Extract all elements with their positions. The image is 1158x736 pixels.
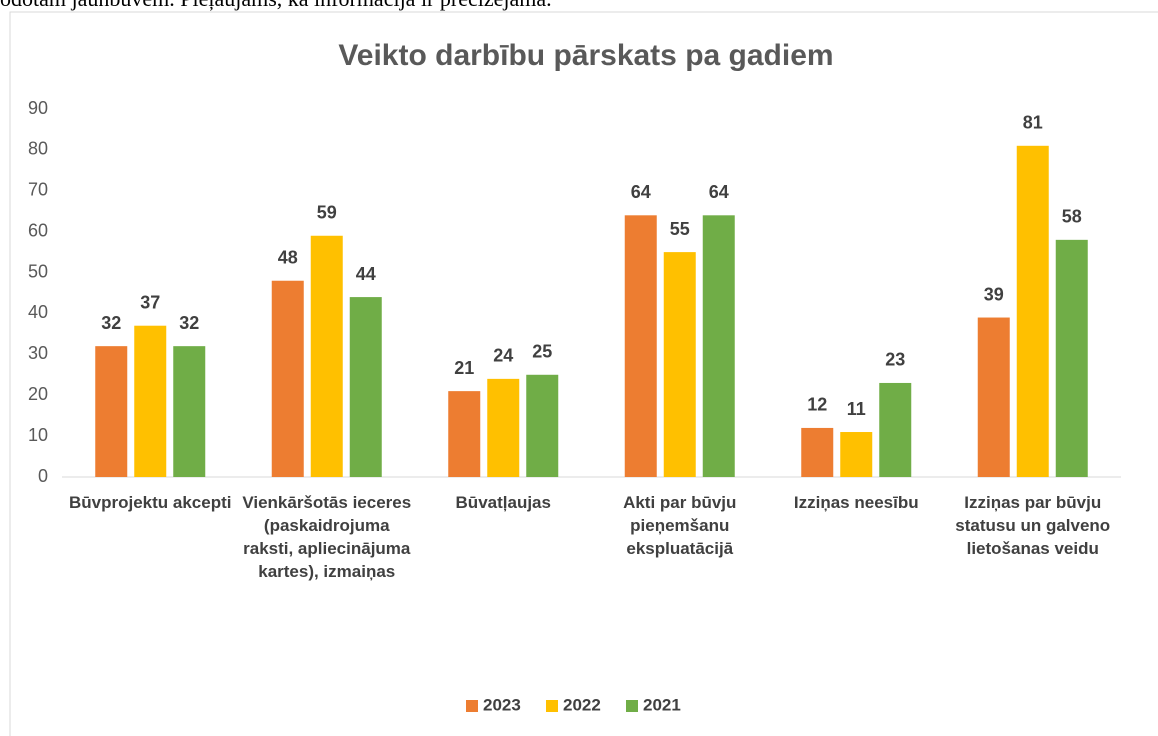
x-tick-label-box: Izziņas neesību (793, 493, 919, 512)
legend-swatch (626, 700, 638, 712)
bar (448, 391, 481, 477)
data-label: 37 (140, 292, 160, 312)
data-label: 23 (885, 350, 905, 370)
data-label: 64 (631, 182, 651, 202)
x-tick-label: Vienkāršotās ieceres (paskaidrojuma raks… (242, 493, 412, 581)
y-tick-label: 90 (28, 98, 48, 118)
bar (134, 325, 167, 477)
data-label: 44 (356, 264, 376, 284)
y-tick-label: 60 (28, 220, 48, 240)
x-tick-label-box: Būvprojektu akcepti (69, 493, 232, 512)
data-label: 32 (101, 313, 121, 333)
data-label: 59 (317, 203, 337, 223)
y-tick-label: 30 (28, 343, 48, 363)
data-label: 12 (807, 395, 827, 415)
bar (663, 252, 696, 477)
y-tick-label: 10 (28, 425, 48, 445)
y-tick-label: 40 (28, 302, 48, 322)
legend-label: 2021 (643, 695, 681, 714)
x-tick-label-box: Akti par būvju pieņemšanu ekspluatācijā (623, 493, 737, 558)
data-label: 24 (493, 346, 513, 366)
bar (95, 346, 128, 477)
legend-swatch (466, 700, 478, 712)
bar (173, 346, 206, 477)
y-tick-label: 0 (38, 466, 48, 486)
data-label: 48 (278, 247, 298, 267)
y-tick-label: 20 (28, 384, 48, 404)
bar (624, 215, 657, 478)
bar (977, 317, 1010, 477)
data-label: 81 (1023, 113, 1043, 133)
legend-swatch (546, 700, 558, 712)
x-tick-label: Būvatļaujas (455, 493, 551, 512)
bar (1016, 145, 1049, 478)
bar (879, 382, 912, 477)
data-label: 11 (847, 399, 866, 419)
data-label: 39 (984, 284, 1004, 304)
x-tick-label-box: Būvatļaujas (455, 493, 551, 512)
x-tick-label-box: Izziņas par būvju statusu un galveno lie… (955, 493, 1111, 558)
y-tick-label: 80 (28, 139, 48, 159)
legend-label: 2022 (563, 695, 601, 714)
data-label: 25 (532, 342, 552, 362)
data-label: 64 (709, 182, 729, 202)
bar (526, 374, 559, 477)
bar (702, 215, 735, 478)
x-tick-label-box: Vienkāršotās ieceres (paskaidrojuma raks… (242, 493, 412, 581)
x-tick-label: Izziņas neesību (793, 493, 919, 512)
data-label: 58 (1062, 207, 1082, 227)
x-tick-label: Izziņas par būvju statusu un galveno lie… (955, 493, 1111, 558)
bar (271, 280, 304, 477)
legend-label: 2023 (483, 695, 521, 714)
document-text: odotām jaunbūvēm. Pieļaujams, ka informā… (0, 0, 552, 12)
x-tick-label: Būvprojektu akcepti (69, 493, 232, 512)
data-label: 21 (454, 358, 474, 378)
data-label: 32 (179, 313, 199, 333)
x-tick-label: Akti par būvju pieņemšanu ekspluatācijā (623, 493, 737, 558)
bar (840, 432, 873, 477)
y-tick-label: 70 (28, 180, 48, 200)
bar (310, 235, 343, 477)
bar (349, 297, 382, 477)
bar (801, 427, 834, 477)
y-tick-label: 50 (28, 261, 48, 281)
bar (1055, 239, 1088, 477)
chart-title: Veikto darbību pārskats pa gadiem (338, 39, 833, 72)
bar (487, 378, 520, 477)
data-label: 55 (670, 219, 690, 239)
